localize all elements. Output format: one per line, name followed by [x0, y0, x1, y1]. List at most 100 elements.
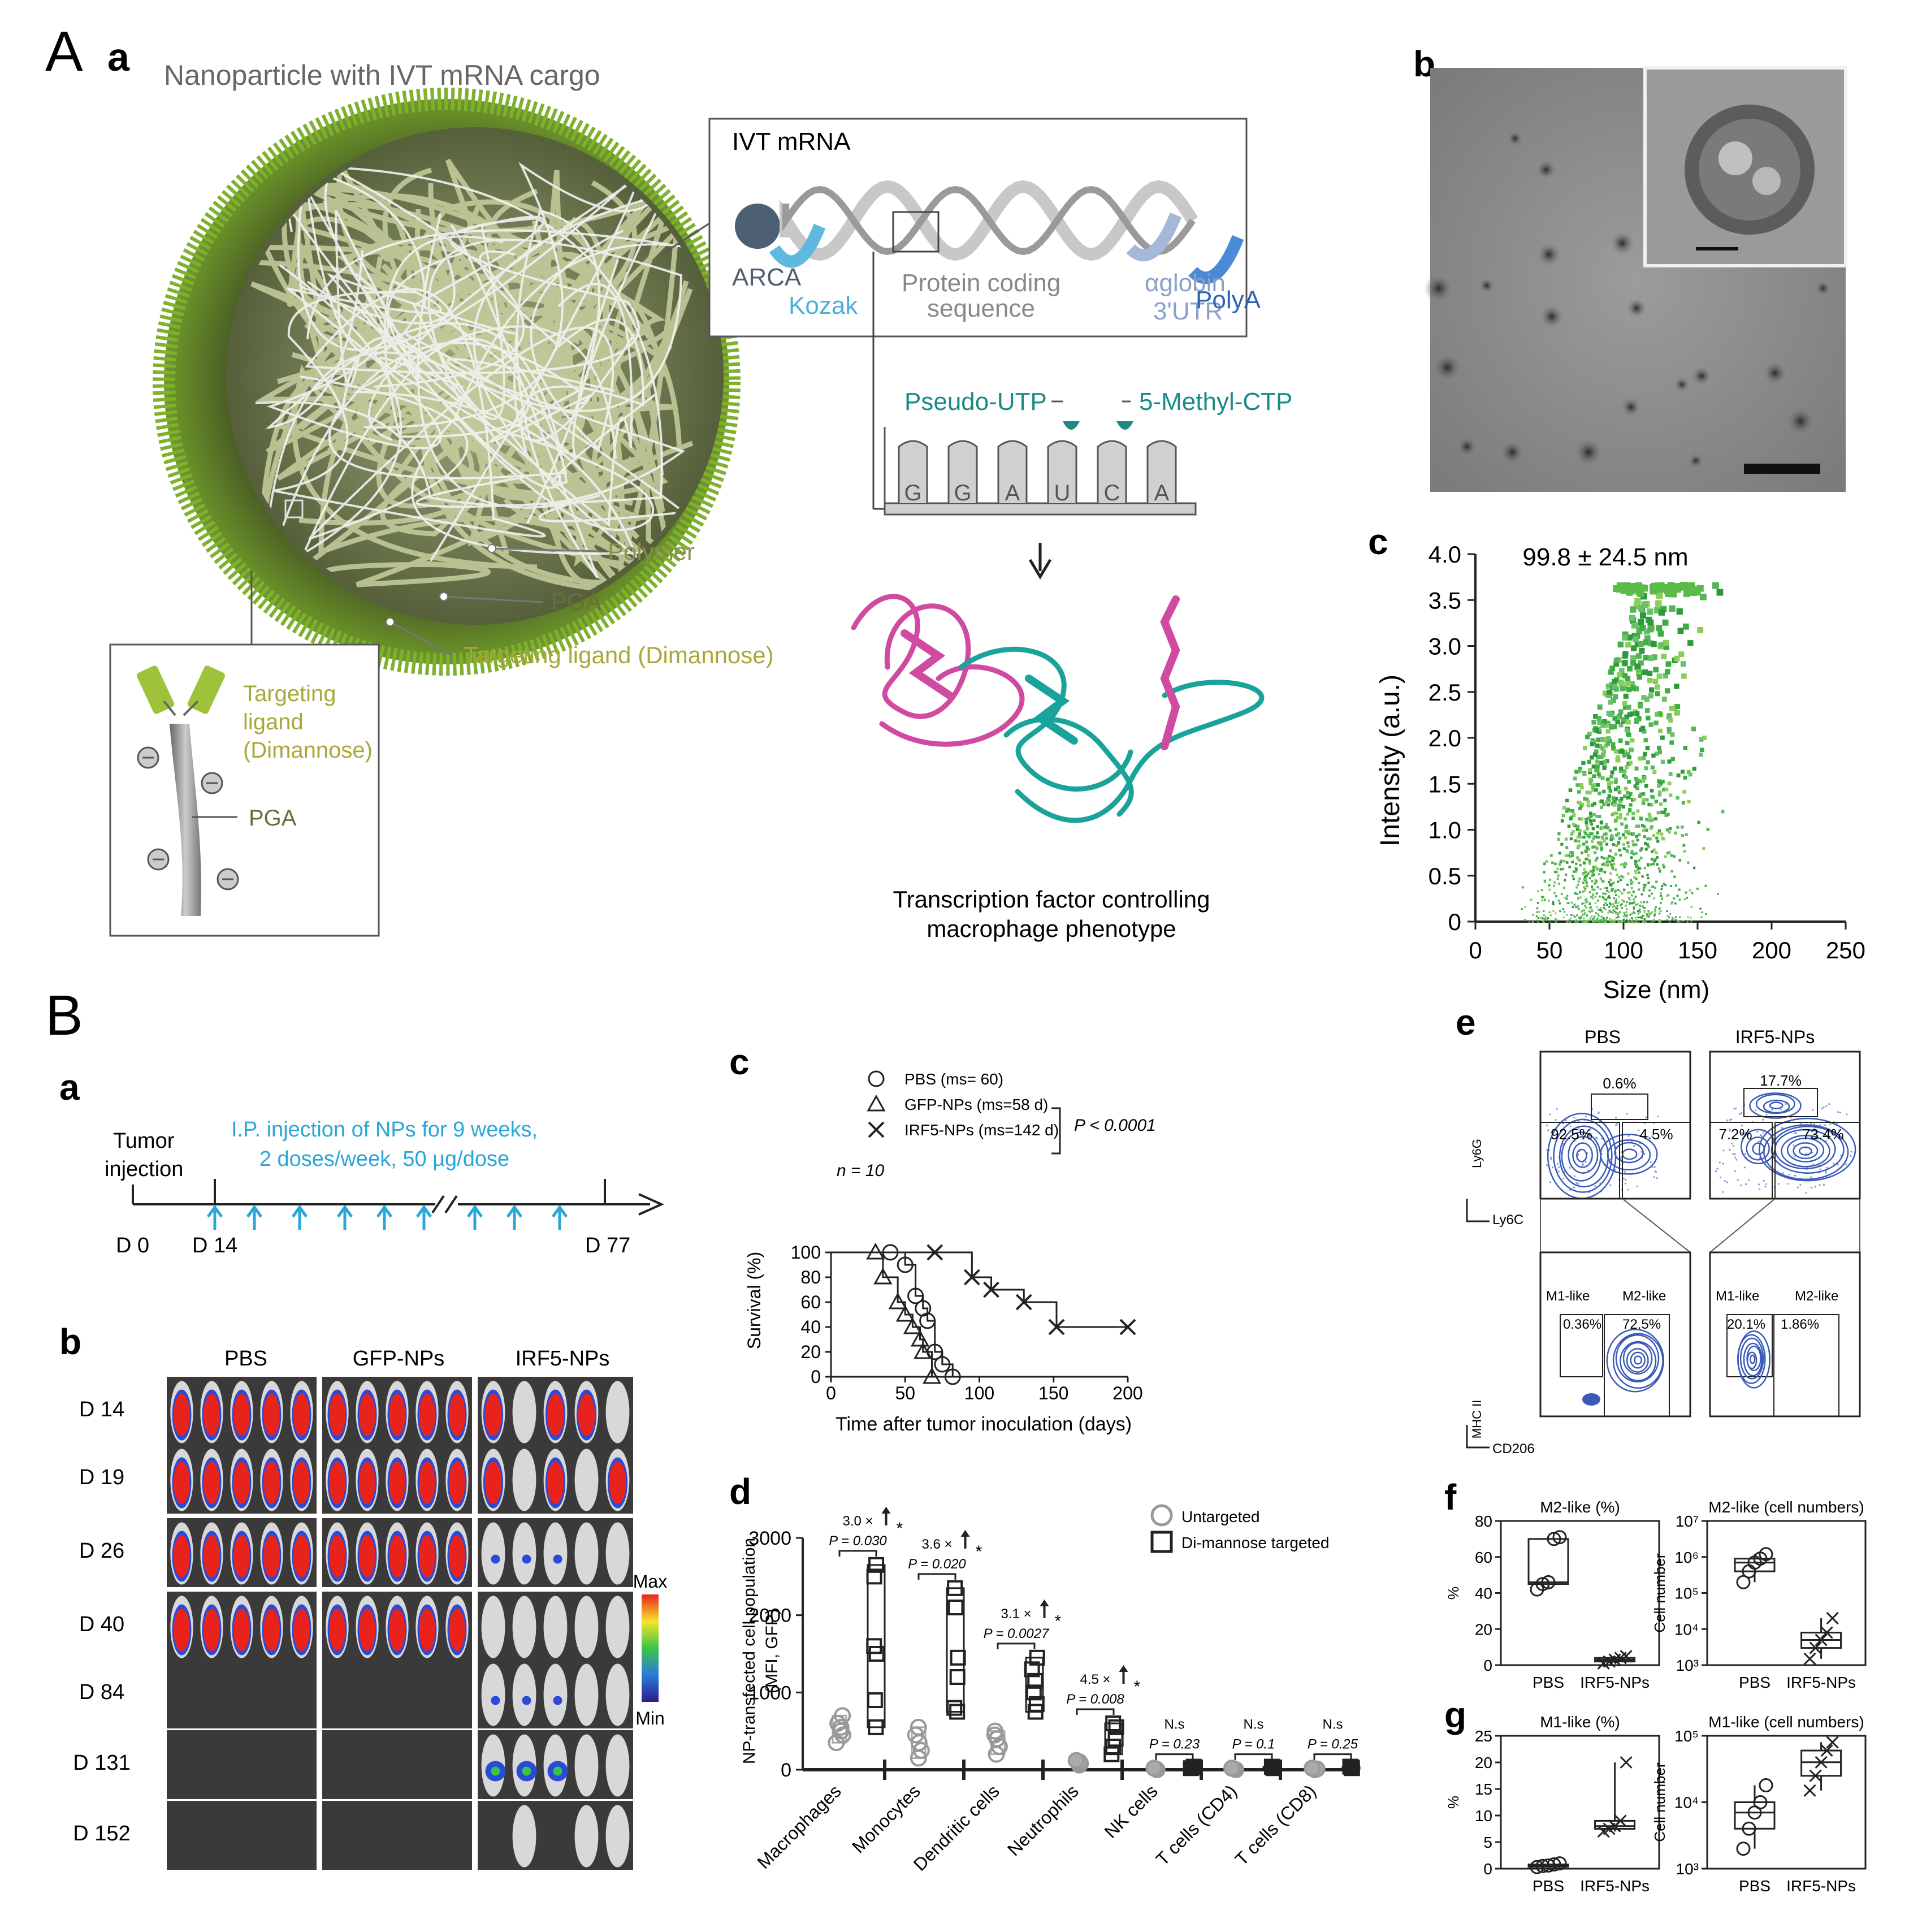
- event-dot: [1585, 1161, 1587, 1163]
- dls-point: [1595, 743, 1600, 748]
- dls-point: [1656, 585, 1664, 593]
- box-title: M2-like (cell numbers): [1708, 1498, 1864, 1516]
- polymer-label: Polymer: [608, 538, 695, 565]
- image-tile: [167, 1659, 317, 1728]
- dls-point: [1603, 917, 1605, 919]
- dls-point: [1595, 857, 1599, 860]
- dls-point: [1661, 653, 1667, 660]
- significance-bracket: [997, 1643, 1036, 1649]
- dls-point: [1671, 919, 1673, 921]
- nanoparticle-dot: [1691, 366, 1712, 386]
- nanoparticle-dot: [1626, 298, 1647, 318]
- dls-point: [1661, 697, 1667, 702]
- dls-point: [1690, 920, 1692, 923]
- dls-point: [1682, 790, 1686, 794]
- dls-point: [1592, 783, 1597, 787]
- dls-point: [1594, 835, 1598, 839]
- dls-point: [1560, 859, 1563, 863]
- dls-point: [1635, 663, 1641, 669]
- m2-label: M2-like: [1622, 1289, 1666, 1304]
- survival-legend: PBS (ms= 60)GFP-NPs (ms=58 d)IRF5-NPs (m…: [867, 1070, 1059, 1139]
- dls-point: [1627, 665, 1633, 672]
- dls-point: [1591, 885, 1594, 888]
- gate: [1726, 1314, 1773, 1377]
- dls-point: [1617, 641, 1624, 648]
- box-frame: [1500, 1735, 1660, 1870]
- dls-point: [1625, 915, 1627, 918]
- dls-point: [1586, 846, 1589, 850]
- dls-point: [1629, 832, 1633, 836]
- dls-point: [1618, 769, 1623, 773]
- dls-point: [1566, 902, 1569, 904]
- dls-point: [1553, 892, 1556, 894]
- dls-point: [1624, 836, 1627, 840]
- panel-A-label: A: [45, 20, 83, 83]
- dls-point: [1624, 775, 1628, 780]
- dls-point: [1624, 830, 1627, 833]
- targeted-point: [1024, 1661, 1040, 1678]
- base-a-2: A: [1005, 481, 1020, 505]
- nanoparticle-dot: [1621, 397, 1641, 417]
- signal-red: [419, 1394, 435, 1436]
- dls-point: [1608, 854, 1611, 858]
- dls-point: [1717, 893, 1719, 896]
- dls-point: [1575, 783, 1579, 787]
- dls-point: [1694, 589, 1701, 596]
- dls-point: [1644, 848, 1648, 851]
- fold-label: 3.6 ×: [921, 1537, 952, 1552]
- dls-point: [1663, 866, 1665, 868]
- box-xlabel: PBS: [1739, 1877, 1771, 1895]
- dls-point: [1601, 921, 1603, 923]
- dls-point: [1637, 674, 1642, 680]
- dls-point: [1582, 836, 1586, 839]
- dls-point: [1597, 909, 1600, 911]
- dls-point: [1657, 829, 1661, 833]
- dls-point: [1594, 920, 1596, 923]
- dls-point: [1631, 832, 1635, 836]
- dls-point: [1619, 911, 1621, 913]
- contour-ring: [1739, 1337, 1764, 1380]
- dls-point: [1532, 914, 1535, 916]
- dls-point: [1614, 777, 1618, 782]
- dls-point: [1578, 891, 1581, 894]
- dls-point: [1617, 880, 1620, 883]
- dls-point: [1529, 921, 1531, 923]
- dls-point: [1618, 812, 1622, 816]
- dls-point: [1581, 920, 1583, 922]
- dls-point: [1578, 908, 1581, 910]
- dls-point: [1588, 921, 1591, 923]
- dls-point: [1699, 737, 1704, 742]
- dls-point: [1648, 819, 1652, 823]
- event-dot: [1765, 1113, 1768, 1116]
- dls-point: [1600, 909, 1603, 911]
- contour-ring: [1600, 1134, 1658, 1175]
- dls-point: [1618, 738, 1623, 743]
- untargeted-point: [907, 1726, 924, 1744]
- dls-point: [1626, 883, 1629, 886]
- ligand-inset-box: [109, 643, 380, 937]
- contour-ring: [1576, 1148, 1587, 1162]
- box-ytick-label: 40: [1475, 1585, 1492, 1602]
- event-dot: [1734, 1153, 1736, 1156]
- dls-point: [1601, 720, 1606, 726]
- signal-blue: [553, 1696, 562, 1705]
- box-point-circle: [1535, 1577, 1550, 1592]
- dls-point: [1612, 684, 1618, 689]
- dls-point: [1609, 920, 1611, 922]
- dls-point: [1630, 606, 1637, 613]
- dls-point: [1603, 832, 1606, 836]
- dls-point: [1663, 673, 1668, 679]
- dls-point: [1642, 905, 1644, 907]
- dls-point: [1630, 655, 1637, 662]
- dls-point: [1565, 873, 1568, 876]
- mouse: [605, 1805, 630, 1868]
- dls-point: [1618, 916, 1620, 918]
- signal-blue: [522, 1554, 531, 1564]
- dls-point: [1588, 835, 1591, 839]
- dls-point: [1578, 832, 1581, 836]
- dls-point: [1622, 919, 1624, 922]
- event-dot: [1724, 1180, 1726, 1182]
- gate-pct: 4.5%: [1639, 1126, 1673, 1143]
- box-ytick-label: 60: [1475, 1549, 1492, 1566]
